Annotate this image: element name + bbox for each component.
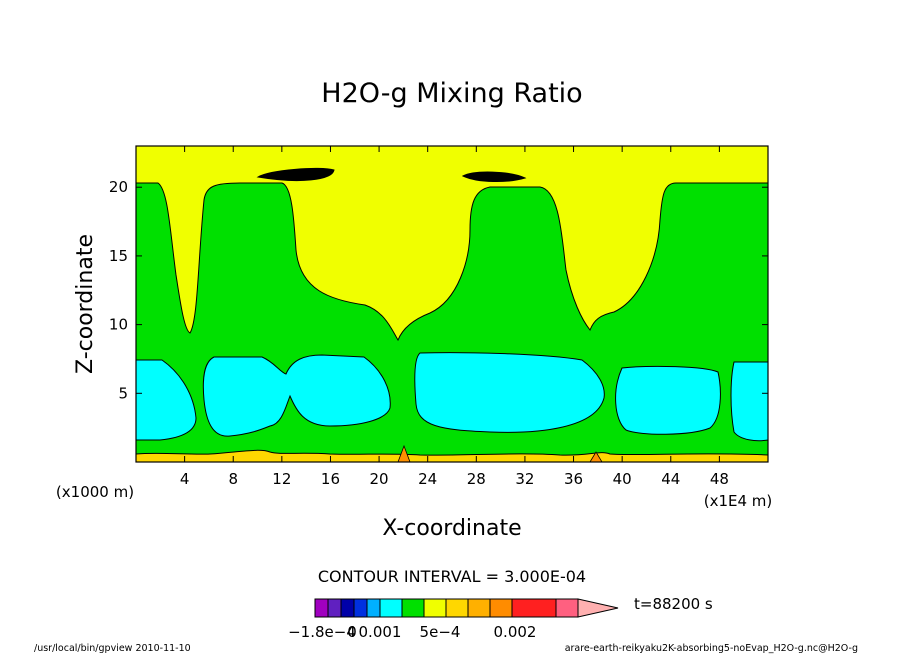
colorbar-label: 0.001: [359, 623, 402, 641]
x-tick-label: 4: [180, 470, 190, 488]
y-tick-label: 5: [118, 384, 128, 402]
x-tick-label: 44: [661, 470, 680, 488]
colorbar-swatch: [327, 598, 342, 618]
y-axis: 5 10 15 20: [109, 178, 768, 402]
cyan-region-2: [202, 354, 391, 437]
x-axis: 4 8 12 16 20 24 28 32 36 40 44 48: [180, 146, 729, 488]
colorbar-swatch: [445, 598, 469, 618]
colorbar-swatch: [555, 598, 579, 618]
plot-frame: [135, 145, 769, 463]
colorbar: [314, 598, 619, 618]
x-unit-label: (x1E4 m): [704, 492, 773, 510]
time-label: t=88200 s: [634, 595, 713, 613]
surface-spike: [589, 451, 603, 462]
cyan-region-5: [730, 361, 768, 442]
green-lens-left: [256, 167, 335, 181]
chart-title: H2O-g Mixing Ratio: [321, 78, 582, 109]
contour-interval-text: CONTOUR INTERVAL = 3.000E-04: [318, 567, 586, 586]
colorbar-swatch: [340, 598, 355, 618]
colorbar-swatch: [379, 598, 403, 618]
colorbar-swatch: [489, 598, 513, 618]
colorbar-swatch: [366, 598, 381, 618]
colorbar-label: −1.8e−4: [288, 623, 356, 641]
x-tick-label: 40: [613, 470, 632, 488]
colorbar-swatch: [401, 598, 425, 618]
colorbar-arrow: [577, 598, 619, 618]
colorbar-swatch: [467, 598, 491, 618]
cyan-region-1: [136, 359, 197, 441]
y-tick-label: 20: [109, 178, 128, 196]
x-tick-label: 28: [467, 470, 486, 488]
x-tick-label: 12: [272, 470, 291, 488]
x-tick-label: 36: [564, 470, 583, 488]
x-tick-label: 24: [418, 470, 437, 488]
colorbar-swatch: [423, 598, 447, 618]
cyan-region-4: [615, 365, 721, 435]
green-lens-center: [461, 171, 527, 183]
y-axis-label: Z-coordinate: [73, 234, 98, 374]
y-tick-label: 10: [109, 316, 128, 334]
y-tick-label: 15: [109, 247, 128, 265]
colorbar-label: 0.002: [494, 623, 537, 641]
colorbar-swatch: [314, 598, 329, 618]
colorbar-swatch: [353, 598, 368, 618]
x-tick-label: 8: [228, 470, 238, 488]
colorbar-label: 5e−4: [420, 623, 461, 641]
contour-field: [136, 146, 768, 462]
x-tick-label: 48: [710, 470, 729, 488]
x-axis-label: X-coordinate: [382, 516, 521, 541]
cyan-region-3: [414, 352, 605, 433]
surface-layer: [136, 449, 768, 462]
y-unit-label: (x1000 m): [56, 483, 134, 501]
x-tick-label: 16: [321, 470, 340, 488]
surface-spike: [397, 444, 411, 462]
x-tick-label: 20: [370, 470, 389, 488]
footer-left: /usr/local/bin/gpview 2010-11-10: [34, 643, 191, 654]
footer-right: arare-earth-reikyaku2K-absorbing5-noEvap…: [565, 643, 858, 654]
colorbar-label: 0: [347, 623, 357, 641]
colorbar-swatch: [511, 598, 557, 618]
x-tick-label: 32: [515, 470, 534, 488]
